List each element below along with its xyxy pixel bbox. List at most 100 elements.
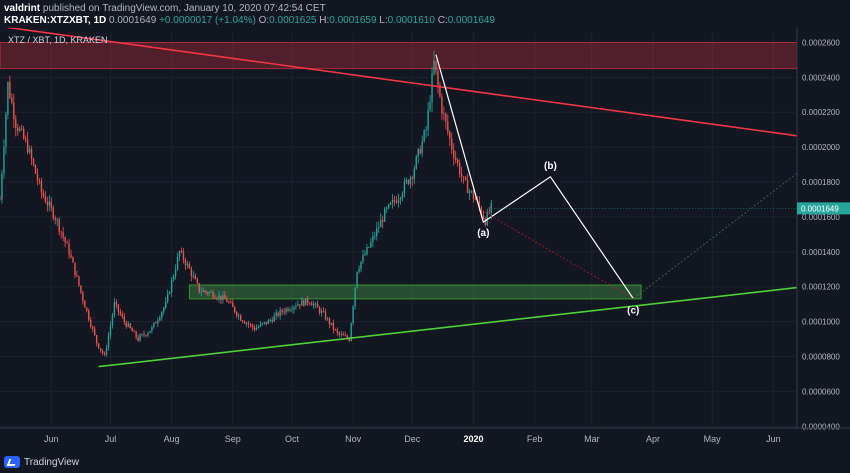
candle-body [285, 308, 287, 313]
candle-body [239, 315, 242, 321]
candle-body [352, 306, 354, 324]
candle-body [247, 323, 250, 325]
candle-body [11, 97, 13, 103]
candle-body [480, 207, 483, 215]
candle-body [437, 70, 439, 85]
candle-body [419, 148, 421, 154]
high-value: 0.0001659 [329, 15, 377, 26]
candle-body [458, 163, 461, 175]
x-tick-label: 2020 [463, 434, 483, 444]
tradingview-logo[interactable]: TradingView [4, 456, 79, 468]
candle-body [293, 306, 295, 310]
close-value: 0.0001649 [447, 15, 495, 26]
candle-body [226, 299, 228, 302]
candle-body [222, 295, 224, 300]
candle-body [466, 179, 469, 194]
price-chart[interactable]: 0.0000400 0.0000600 0.0000800 0.0001000 0.00… [0, 28, 850, 453]
candle-body [72, 257, 74, 263]
candle-body [192, 275, 195, 277]
time-axis[interactable]: Jun Jul Aug Sep Oct Nov Dec 2020 Feb Mar Apr May Jun [0, 427, 850, 444]
candle-body [178, 251, 181, 257]
candle-body [374, 235, 376, 237]
candle-body [342, 334, 344, 336]
candle-body [64, 237, 66, 243]
candle-body [13, 102, 15, 120]
candle-body [267, 320, 269, 324]
candle-body [401, 193, 404, 199]
candle-body [389, 202, 392, 205]
candle-body [328, 318, 331, 325]
candle-body [405, 180, 408, 182]
y-tick-label: 0.0000800 [802, 352, 840, 361]
candle-body [384, 208, 386, 222]
candle-body [115, 302, 118, 305]
support-trendline[interactable] [98, 286, 798, 368]
candle-body [474, 198, 477, 200]
resistance-trendline[interactable] [0, 28, 798, 137]
candle-body [97, 343, 100, 349]
candle-body [107, 335, 110, 349]
candle-body [76, 275, 78, 277]
candle-body [218, 295, 220, 299]
candle-body [417, 148, 419, 157]
candle-body [3, 147, 5, 174]
candle-body [135, 331, 137, 338]
candle-body [358, 268, 360, 272]
candle-body [194, 275, 196, 280]
candle-body [399, 198, 402, 200]
candle-body [141, 334, 143, 336]
candle-body [15, 119, 17, 128]
candle-body [322, 310, 325, 312]
candle-body [170, 280, 173, 293]
candle-body [94, 328, 96, 336]
candle-body [370, 241, 372, 247]
candle-body [397, 199, 400, 203]
candle-body [387, 204, 390, 209]
candle-body [220, 295, 222, 300]
candle-body [490, 203, 492, 213]
candle-body [425, 129, 427, 131]
x-tick-label: Aug [164, 434, 180, 444]
candle-body [249, 324, 252, 326]
candle-body [441, 96, 443, 114]
publish-line: valdrint published on TradingView.com, J… [4, 3, 326, 14]
candle-body [129, 323, 131, 329]
candle-body [368, 246, 370, 248]
candle-body [241, 320, 244, 322]
high-label: H: [319, 15, 330, 26]
candle-body [236, 312, 238, 316]
candle-body [28, 149, 31, 153]
wave-label: (c) [627, 306, 639, 317]
footer-bar: TradingView [0, 453, 850, 473]
candle-body [453, 149, 455, 158]
candle-body [488, 211, 490, 213]
candle-body [281, 310, 283, 312]
candle-body [259, 323, 262, 327]
open-label: O: [258, 15, 270, 26]
candle-body [101, 350, 104, 354]
candle-body [48, 201, 51, 206]
candle-body [180, 251, 183, 252]
candle-body [372, 236, 374, 242]
chart-area[interactable]: 0.0000400 0.0000600 0.0000800 0.0001000 0.00… [0, 28, 850, 453]
candle-body [190, 268, 193, 277]
candle-body [119, 311, 122, 315]
x-tick-label: Nov [345, 434, 362, 444]
candle-body [411, 177, 413, 179]
candle-body [326, 318, 329, 320]
candle-body [275, 312, 277, 316]
candle-body [360, 261, 362, 269]
candle-body [338, 332, 341, 335]
candle-body [202, 290, 204, 292]
candle-body [255, 327, 258, 330]
wave-projection [435, 54, 634, 299]
candle-body [40, 181, 43, 193]
author-name[interactable]: valdrint [4, 3, 41, 14]
candle-body [54, 218, 56, 220]
price-axis[interactable]: 0.0000400 0.0000600 0.0000800 0.0001000 0.00… [796, 28, 850, 431]
candle-body [157, 320, 159, 324]
candle-body [295, 305, 297, 307]
candle-body [151, 327, 153, 332]
x-tick-label: Mar [584, 434, 600, 444]
candle-body [427, 109, 429, 130]
